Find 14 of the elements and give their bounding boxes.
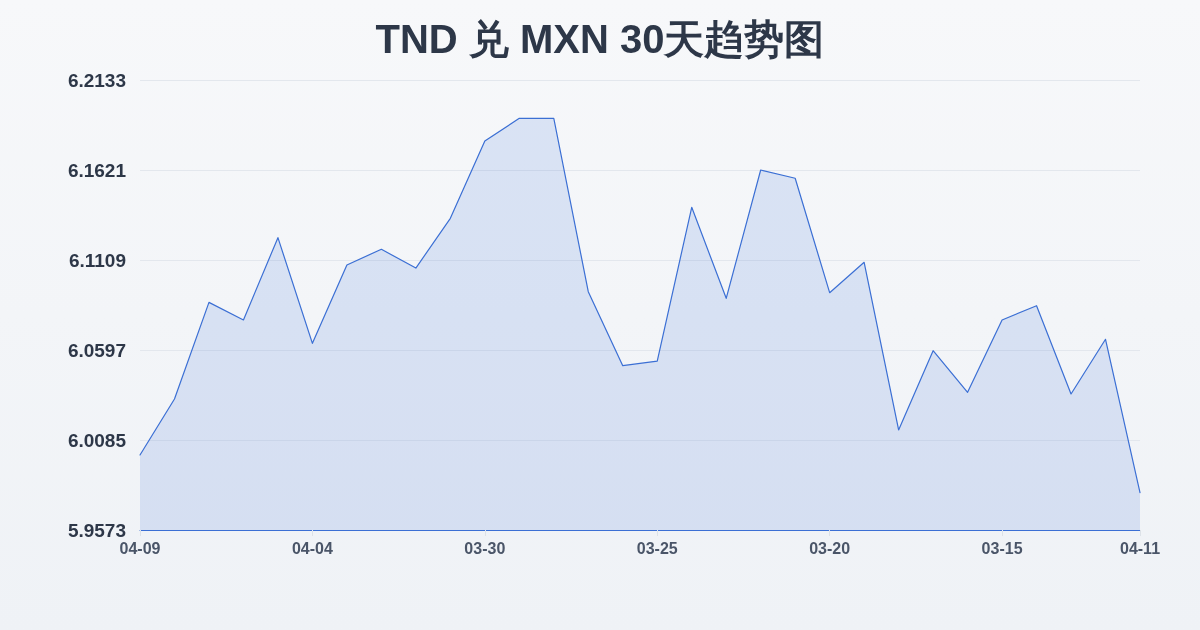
y-tick-label: 5.9573 — [67, 519, 126, 541]
x-tick-label: 04-04 — [291, 539, 333, 557]
x-tick-label: 04-11 — [1119, 539, 1161, 557]
chart-title: TND 兑 MXN 30天趋势图 — [375, 17, 825, 61]
x-tick-label: 03-15 — [981, 539, 1023, 557]
y-tick-label: 6.1109 — [68, 249, 126, 271]
x-tick-label: 04-09 — [119, 539, 161, 557]
y-tick-label: 6.1621 — [67, 159, 127, 181]
x-tick-label: 03-25 — [636, 539, 678, 557]
x-tick-label: 03-20 — [809, 539, 851, 557]
x-tick-label: 03-30 — [464, 539, 506, 557]
y-tick-label: 6.0085 — [67, 429, 127, 451]
y-tick-label: 6.2133 — [67, 69, 126, 91]
y-tick-label: 6.0597 — [67, 339, 126, 361]
